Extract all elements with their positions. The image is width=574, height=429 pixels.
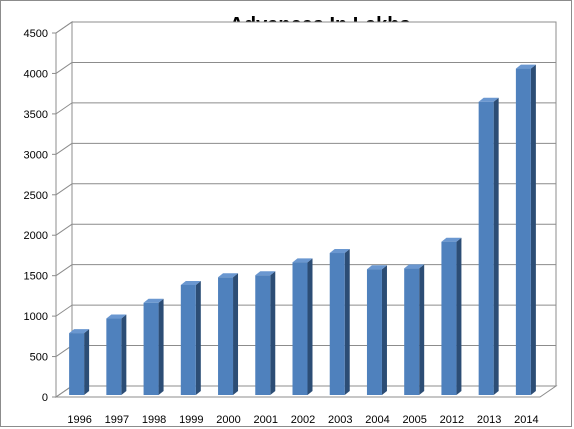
bar-side bbox=[530, 64, 536, 395]
bar-side bbox=[456, 237, 462, 395]
bar bbox=[255, 275, 271, 395]
tick-labels: 0 500 1000 1500 2000 2500 3000 3500 4000 4500 1996… bbox=[24, 28, 539, 426]
x-tick-label: 2012 bbox=[440, 414, 464, 426]
y-tick-label: 2000 bbox=[24, 230, 48, 242]
bar-side bbox=[493, 97, 499, 395]
x-tick-label: 1997 bbox=[105, 414, 129, 426]
bar bbox=[478, 101, 494, 395]
gridline-side bbox=[55, 21, 73, 34]
gridline-side bbox=[55, 264, 73, 277]
y-tick-label: 1000 bbox=[24, 311, 48, 323]
bar-top bbox=[255, 271, 276, 276]
bar bbox=[515, 68, 531, 395]
x-tick-label: 1999 bbox=[179, 414, 203, 426]
x-tick-label: 2013 bbox=[477, 414, 501, 426]
y-tick-label: 2500 bbox=[24, 190, 48, 202]
y-tick-label: 0 bbox=[42, 392, 48, 404]
y-tick-label: 4000 bbox=[24, 68, 48, 80]
bar-top bbox=[404, 264, 425, 269]
bar-top bbox=[292, 258, 313, 263]
bar-side bbox=[84, 329, 90, 395]
bar-side bbox=[307, 258, 313, 395]
bar bbox=[366, 269, 382, 395]
bar bbox=[218, 277, 234, 395]
gridline-side bbox=[55, 183, 73, 196]
x-tick-label: 2004 bbox=[365, 414, 389, 426]
bar-side bbox=[121, 314, 127, 395]
x-tick-label: 2005 bbox=[402, 414, 426, 426]
x-tick-label: 2014 bbox=[514, 414, 538, 426]
bar bbox=[106, 318, 122, 395]
bar bbox=[180, 284, 196, 395]
bar-top bbox=[106, 314, 127, 319]
bar-side bbox=[195, 280, 201, 395]
bar-side bbox=[158, 298, 164, 395]
y-tick-label: 1500 bbox=[24, 271, 48, 283]
bar-side bbox=[381, 265, 387, 395]
y-tick-label: 3000 bbox=[24, 149, 48, 161]
bar-top bbox=[143, 298, 164, 303]
gridline-side bbox=[55, 304, 73, 317]
bar-side bbox=[344, 249, 350, 395]
bar-side bbox=[270, 271, 276, 395]
y-tick-label: 4500 bbox=[24, 28, 48, 40]
x-tick-label: 2001 bbox=[254, 414, 278, 426]
bar-side bbox=[419, 264, 425, 395]
bar-top bbox=[366, 265, 387, 270]
gridline-side bbox=[55, 62, 73, 74]
y-tick-label: 500 bbox=[30, 352, 48, 364]
x-tick-label: 2002 bbox=[291, 414, 315, 426]
bar-top bbox=[478, 97, 499, 102]
bar bbox=[69, 333, 85, 395]
y-tick-label: 3500 bbox=[24, 109, 48, 121]
bar-top bbox=[441, 237, 462, 242]
x-tick-label: 1996 bbox=[67, 414, 91, 426]
gridline-side bbox=[55, 223, 73, 236]
gridline-side bbox=[55, 142, 73, 155]
bar bbox=[404, 268, 420, 395]
gridline-side bbox=[55, 102, 73, 115]
bar-top bbox=[218, 273, 239, 278]
bar bbox=[441, 241, 457, 395]
bar-top bbox=[329, 249, 350, 254]
x-tick-label: 2000 bbox=[216, 414, 240, 426]
x-tick-label: 2003 bbox=[328, 414, 352, 426]
bar-top bbox=[515, 64, 536, 69]
bar bbox=[143, 302, 159, 395]
bar-top bbox=[69, 329, 90, 334]
bar bbox=[329, 253, 345, 395]
bar-top bbox=[180, 280, 201, 285]
bar-side bbox=[233, 273, 239, 395]
bar bbox=[292, 262, 308, 395]
x-tick-label: 1998 bbox=[142, 414, 166, 426]
bars bbox=[69, 64, 536, 395]
